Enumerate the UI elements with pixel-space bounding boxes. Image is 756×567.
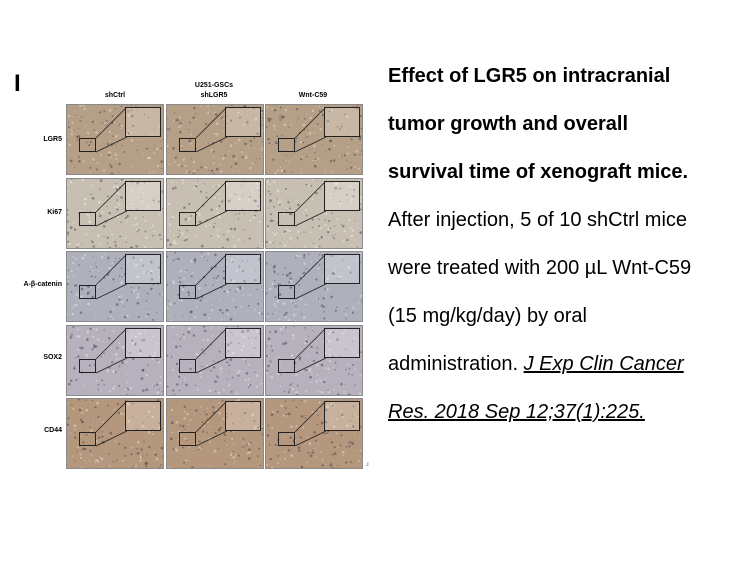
caption: Effect of LGR5 on intracranial tumor gro… [388, 52, 750, 436]
ihc-image-a-catenin-wnt-c59 [265, 251, 363, 322]
column-label-shctrl: shCtrl [104, 92, 126, 99]
ihc-image-a-catenin-shlgr5 [165, 251, 264, 322]
caption-body-line-5: Res. 2018 Sep 12;37(1):225. [388, 388, 750, 436]
roi-box [178, 432, 196, 446]
zoom-inset [224, 401, 261, 431]
ihc-image-cd44-wnt-c59 [265, 398, 363, 469]
ihc-image-a-catenin-shctrl [66, 251, 164, 322]
ihc-image-ki67-wnt-c59 [265, 177, 363, 249]
panel-letter: I [14, 70, 21, 97]
zoom-inset [324, 107, 360, 137]
row-label-sox2: SOX2 [43, 354, 62, 361]
roi-box [278, 358, 295, 373]
ihc-image-lgr5-shctrl [66, 104, 164, 175]
roi-box [278, 285, 295, 299]
caption-body-line-1: After injection, 5 of 10 shCtrl mice [388, 209, 688, 231]
citation-link-part-1[interactable]: J Exp Clin Cancer [523, 353, 684, 375]
caption-body-line-4: administration. J Exp Clin Cancer [388, 340, 750, 388]
ihc-image-lgr5-wnt-c59 [265, 104, 363, 175]
roi-box [178, 358, 196, 373]
zoom-inset [125, 401, 161, 431]
ihc-image-sox2-wnt-c59 [265, 324, 363, 396]
zoom-inset [224, 107, 261, 137]
zoom-inset [125, 327, 161, 358]
roi-box [178, 285, 196, 299]
caption-body-line-3: (15 mg/kg/day) by oral [388, 305, 587, 327]
ihc-image-cd44-shlgr5 [165, 398, 264, 469]
roi-box [79, 432, 96, 446]
row-label-a-beta-catenin: A-β-catenin [23, 281, 63, 288]
roi-box [278, 432, 295, 446]
row-label-lgr5: LGR5 [43, 136, 62, 143]
zoom-inset [125, 254, 161, 284]
zoom-inset [324, 254, 360, 284]
zoom-inset [224, 327, 261, 358]
caption-body-prefix: administration. [388, 353, 524, 375]
zoom-inset [125, 107, 161, 137]
roi-box [178, 138, 196, 152]
caption-title-line-2: tumor growth and overall [388, 113, 629, 135]
roi-box [178, 211, 196, 226]
ihc-image-sox2-shctrl [66, 324, 164, 396]
column-label-shlgr5: shLGR5 [200, 92, 228, 99]
zoom-inset [324, 327, 360, 358]
roi-box [79, 138, 96, 152]
ihc-image-sox2-shlgr5 [165, 324, 264, 396]
row-label-ki67: Ki67 [47, 209, 62, 216]
tiny-mark: .i [366, 462, 369, 468]
group-label: U251-GSCs [194, 82, 234, 89]
ihc-image-ki67-shlgr5 [165, 177, 264, 249]
ihc-image-ki67-shctrl [66, 177, 164, 249]
column-label-wnt-c59: Wnt-C59 [298, 92, 328, 99]
zoom-inset [125, 180, 161, 211]
zoom-inset [324, 180, 360, 211]
ihc-image-lgr5-shlgr5 [165, 104, 264, 175]
roi-box [79, 285, 96, 299]
zoom-inset [324, 401, 360, 431]
roi-box [278, 138, 295, 152]
caption-title-line-3: survival time of xenograft mice. [388, 161, 689, 183]
roi-box [278, 211, 295, 226]
roi-box [79, 358, 96, 373]
zoom-inset [224, 254, 261, 284]
roi-box [79, 211, 96, 226]
caption-title-line-1: Effect of LGR5 on intracranial [388, 65, 671, 87]
zoom-inset [224, 180, 261, 211]
row-label-cd44: CD44 [44, 427, 62, 434]
ihc-image-cd44-shctrl [66, 398, 164, 469]
citation-link-part-2[interactable]: Res. 2018 Sep 12;37(1):225. [388, 401, 645, 423]
ihc-image-grid [66, 104, 363, 469]
caption-body-line-2: were treated with 200 µL Wnt-C59 [388, 257, 692, 279]
